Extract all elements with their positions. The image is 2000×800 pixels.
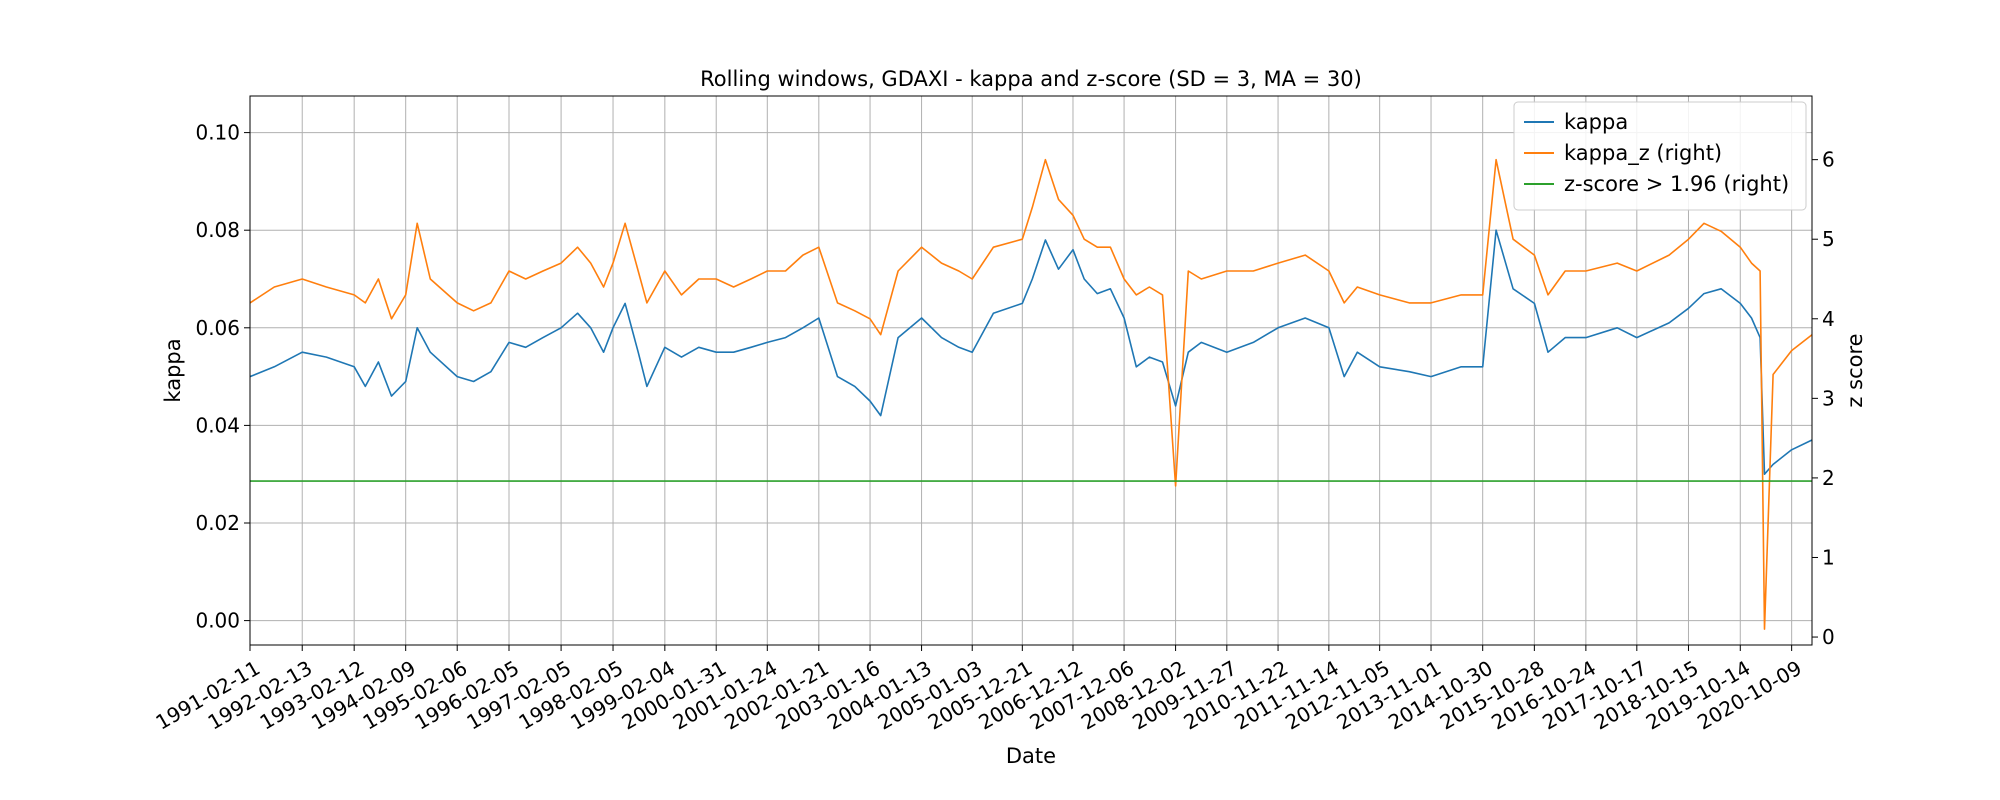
y-axis-label: kappa: [161, 338, 185, 402]
y-right-tick-label: 3: [1822, 386, 1835, 410]
legend-entry: kappa: [1564, 110, 1628, 134]
y-tick-label: 0.10: [195, 121, 240, 145]
y-axis-label-right: z score: [1843, 333, 1867, 407]
legend-entry: kappa_z (right): [1564, 141, 1722, 166]
series-line-kappa-z-right: [249, 158, 1813, 630]
y-right-tick-label: 5: [1822, 227, 1835, 251]
chart-title: Rolling windows, GDAXI - kappa and z-sco…: [700, 67, 1362, 91]
series-line-kappa: [249, 229, 1813, 476]
plot-frame: [249, 95, 1813, 646]
legend-box: [1513, 101, 1807, 211]
y-tick-label: 0.02: [195, 511, 240, 535]
y-tick-label: 0.08: [195, 218, 240, 242]
y-right-tick-label: 1: [1822, 545, 1835, 569]
legend-entry: z-score > 1.96 (right): [1564, 172, 1789, 196]
series-layer: [249, 158, 1813, 630]
grid-layer: [249, 96, 1812, 645]
y-tick-label: 0.00: [195, 609, 240, 633]
y-tick-label: 0.04: [195, 413, 240, 437]
x-axis-label: Date: [1006, 744, 1056, 768]
y-tick-label: 0.06: [195, 316, 240, 340]
y-right-tick-label: 6: [1822, 148, 1835, 172]
y-right-tick-label: 2: [1822, 466, 1835, 490]
y-right-tick-label: 4: [1822, 307, 1835, 331]
y-right-tick-label: 0: [1822, 625, 1835, 649]
legend: kappa kappa_z (right) z-score > 1.96 (righ…: [1513, 101, 1807, 211]
